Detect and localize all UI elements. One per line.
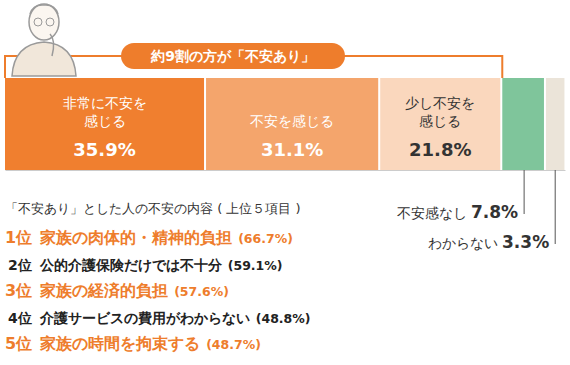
- item-share: (59.1%): [228, 258, 283, 273]
- series-name: わからない: [428, 235, 498, 251]
- ranking-item: 1位家族の肉体的・精神的負担 (66.7%): [5, 228, 293, 247]
- rank: 1位: [5, 228, 32, 247]
- ranking: 「不安あり」とした人の不安の内容 ( 上位５項目 ) 1位家族の肉体的・精神的負担…: [5, 201, 311, 353]
- bar-segment: [206, 78, 378, 170]
- bar-segment: [546, 78, 564, 170]
- callout-text: 約9割の方が「不安あり」: [150, 48, 315, 64]
- series-name: 不安感なし: [397, 205, 467, 221]
- item-share: (48.8%): [256, 311, 311, 326]
- series-name: 少し不安を感じる: [405, 95, 475, 129]
- series-name-line: 感じる: [419, 113, 461, 129]
- icon-hand: [50, 34, 54, 56]
- ranking-item: 3位家族の経済的負担 (57.6%): [5, 281, 229, 300]
- data-label: 3.3%: [502, 232, 549, 252]
- icon-body: [12, 42, 76, 76]
- x-axis: [6, 170, 566, 171]
- series-name-line: 非常に不安を: [63, 95, 147, 111]
- bar-segment: [5, 78, 204, 170]
- ranking-item: 2位公的介護保険だけでは不十分 (59.1%): [8, 257, 283, 273]
- ranking-title: 「不安あり」とした人の不安の内容 ( 上位５項目 ): [5, 201, 301, 216]
- item-label: 家族の肉体的・精神的負担: [39, 228, 232, 247]
- series-name-line: 少し不安を: [405, 95, 475, 111]
- item-label: 家族の経済的負担: [39, 281, 168, 300]
- icon-head: [29, 4, 59, 40]
- rank: 3位: [5, 281, 32, 300]
- data-label: 21.8%: [409, 139, 471, 160]
- icon-hair: [30, 5, 58, 14]
- data-label: 31.1%: [261, 139, 323, 160]
- data-label: 35.9%: [73, 139, 135, 160]
- chart: 約9割の方が「不安あり」非常に不安を感じる35.9%不安を感じる31.1%少し不…: [0, 0, 570, 365]
- person-icon: [12, 4, 76, 76]
- series-name-line: 不安を感じる: [250, 113, 334, 129]
- bar-segment: [502, 78, 544, 170]
- series-name-line: 感じる: [84, 113, 126, 129]
- series-name: 非常に不安を感じる: [63, 95, 147, 129]
- icon-glasses: [46, 18, 54, 26]
- axis-line: [6, 170, 566, 171]
- bar-segment: [380, 78, 500, 170]
- leader-line: [524, 170, 525, 214]
- item-label: 家族の時間を拘束する: [39, 334, 200, 353]
- item-share: (48.7%): [206, 337, 261, 352]
- rank: 5位: [5, 334, 32, 353]
- item-share: (66.7%): [238, 231, 293, 246]
- item-label: 介護サービスの費用がわからない: [39, 310, 250, 326]
- icon-glasses: [34, 18, 42, 26]
- ranking-item: 5位家族の時間を拘束する (48.7%): [5, 334, 261, 353]
- item-share: (57.6%): [174, 284, 229, 299]
- bars: [5, 78, 564, 170]
- rank: 2位: [8, 257, 32, 273]
- ranking-item: 4位介護サービスの費用がわからない (48.8%): [8, 310, 311, 326]
- data-label: 7.8%: [471, 202, 518, 222]
- item-label: 公的介護保険だけでは不十分: [39, 257, 223, 273]
- callout-box: [121, 43, 345, 69]
- series-name: 不安を感じる: [250, 113, 334, 129]
- leader-line: [555, 170, 556, 244]
- rank: 4位: [8, 310, 32, 326]
